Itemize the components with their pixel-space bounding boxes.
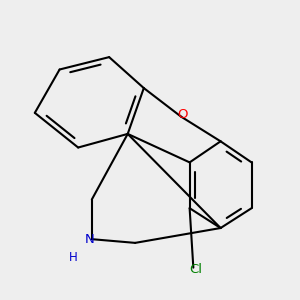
Text: O: O: [177, 108, 188, 121]
Text: N: N: [85, 233, 95, 246]
Text: Cl: Cl: [189, 263, 202, 276]
Text: H: H: [69, 251, 78, 264]
